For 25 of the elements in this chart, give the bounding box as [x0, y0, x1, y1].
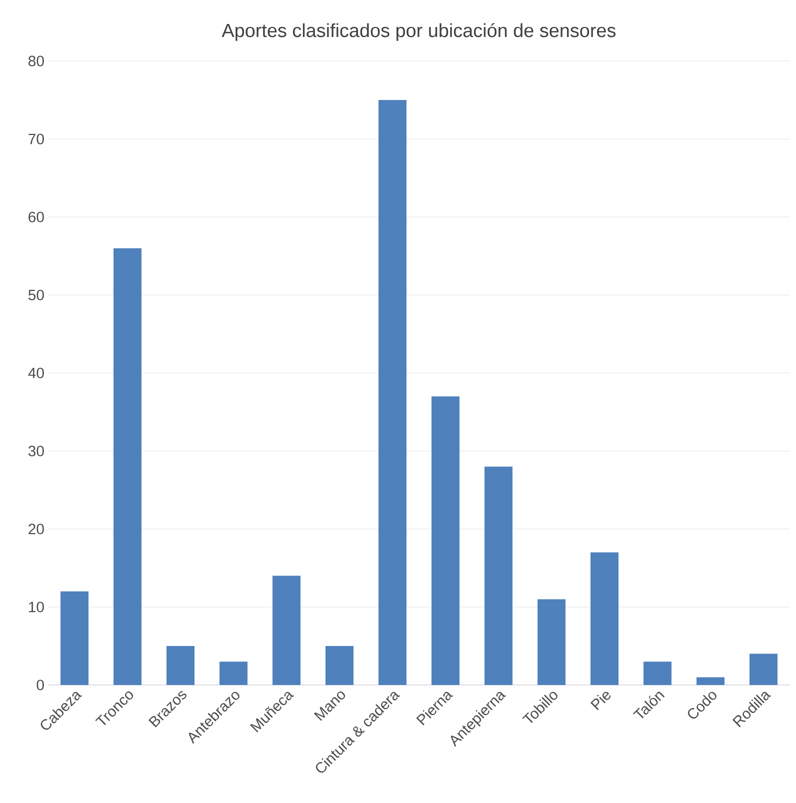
bar	[484, 466, 513, 685]
chart-title: Aportes clasificados por ubicación de sensores	[222, 23, 616, 41]
y-tick-label: 0	[36, 680, 44, 690]
y-tick-label: 10	[29, 602, 44, 612]
bar	[326, 646, 354, 685]
y-tick-label: 80	[28, 56, 44, 66]
bar	[378, 100, 406, 685]
bar	[538, 599, 566, 685]
y-tick-label: 30	[28, 446, 44, 456]
x-tick-label: Pie	[590, 692, 611, 710]
bar	[432, 396, 460, 685]
bar	[750, 654, 778, 685]
bar	[590, 552, 619, 685]
y-tick-label: 20	[28, 524, 44, 534]
bar	[60, 591, 88, 685]
y-tick-label: 50	[28, 290, 44, 300]
bar	[644, 662, 672, 685]
y-tick-label: 60	[28, 212, 44, 222]
bar	[166, 646, 195, 685]
bar	[272, 576, 300, 685]
y-tick-label: 40	[28, 368, 44, 378]
bar	[696, 677, 725, 685]
bar	[220, 662, 248, 685]
bar	[114, 248, 142, 685]
y-tick-label: 70	[28, 134, 44, 144]
